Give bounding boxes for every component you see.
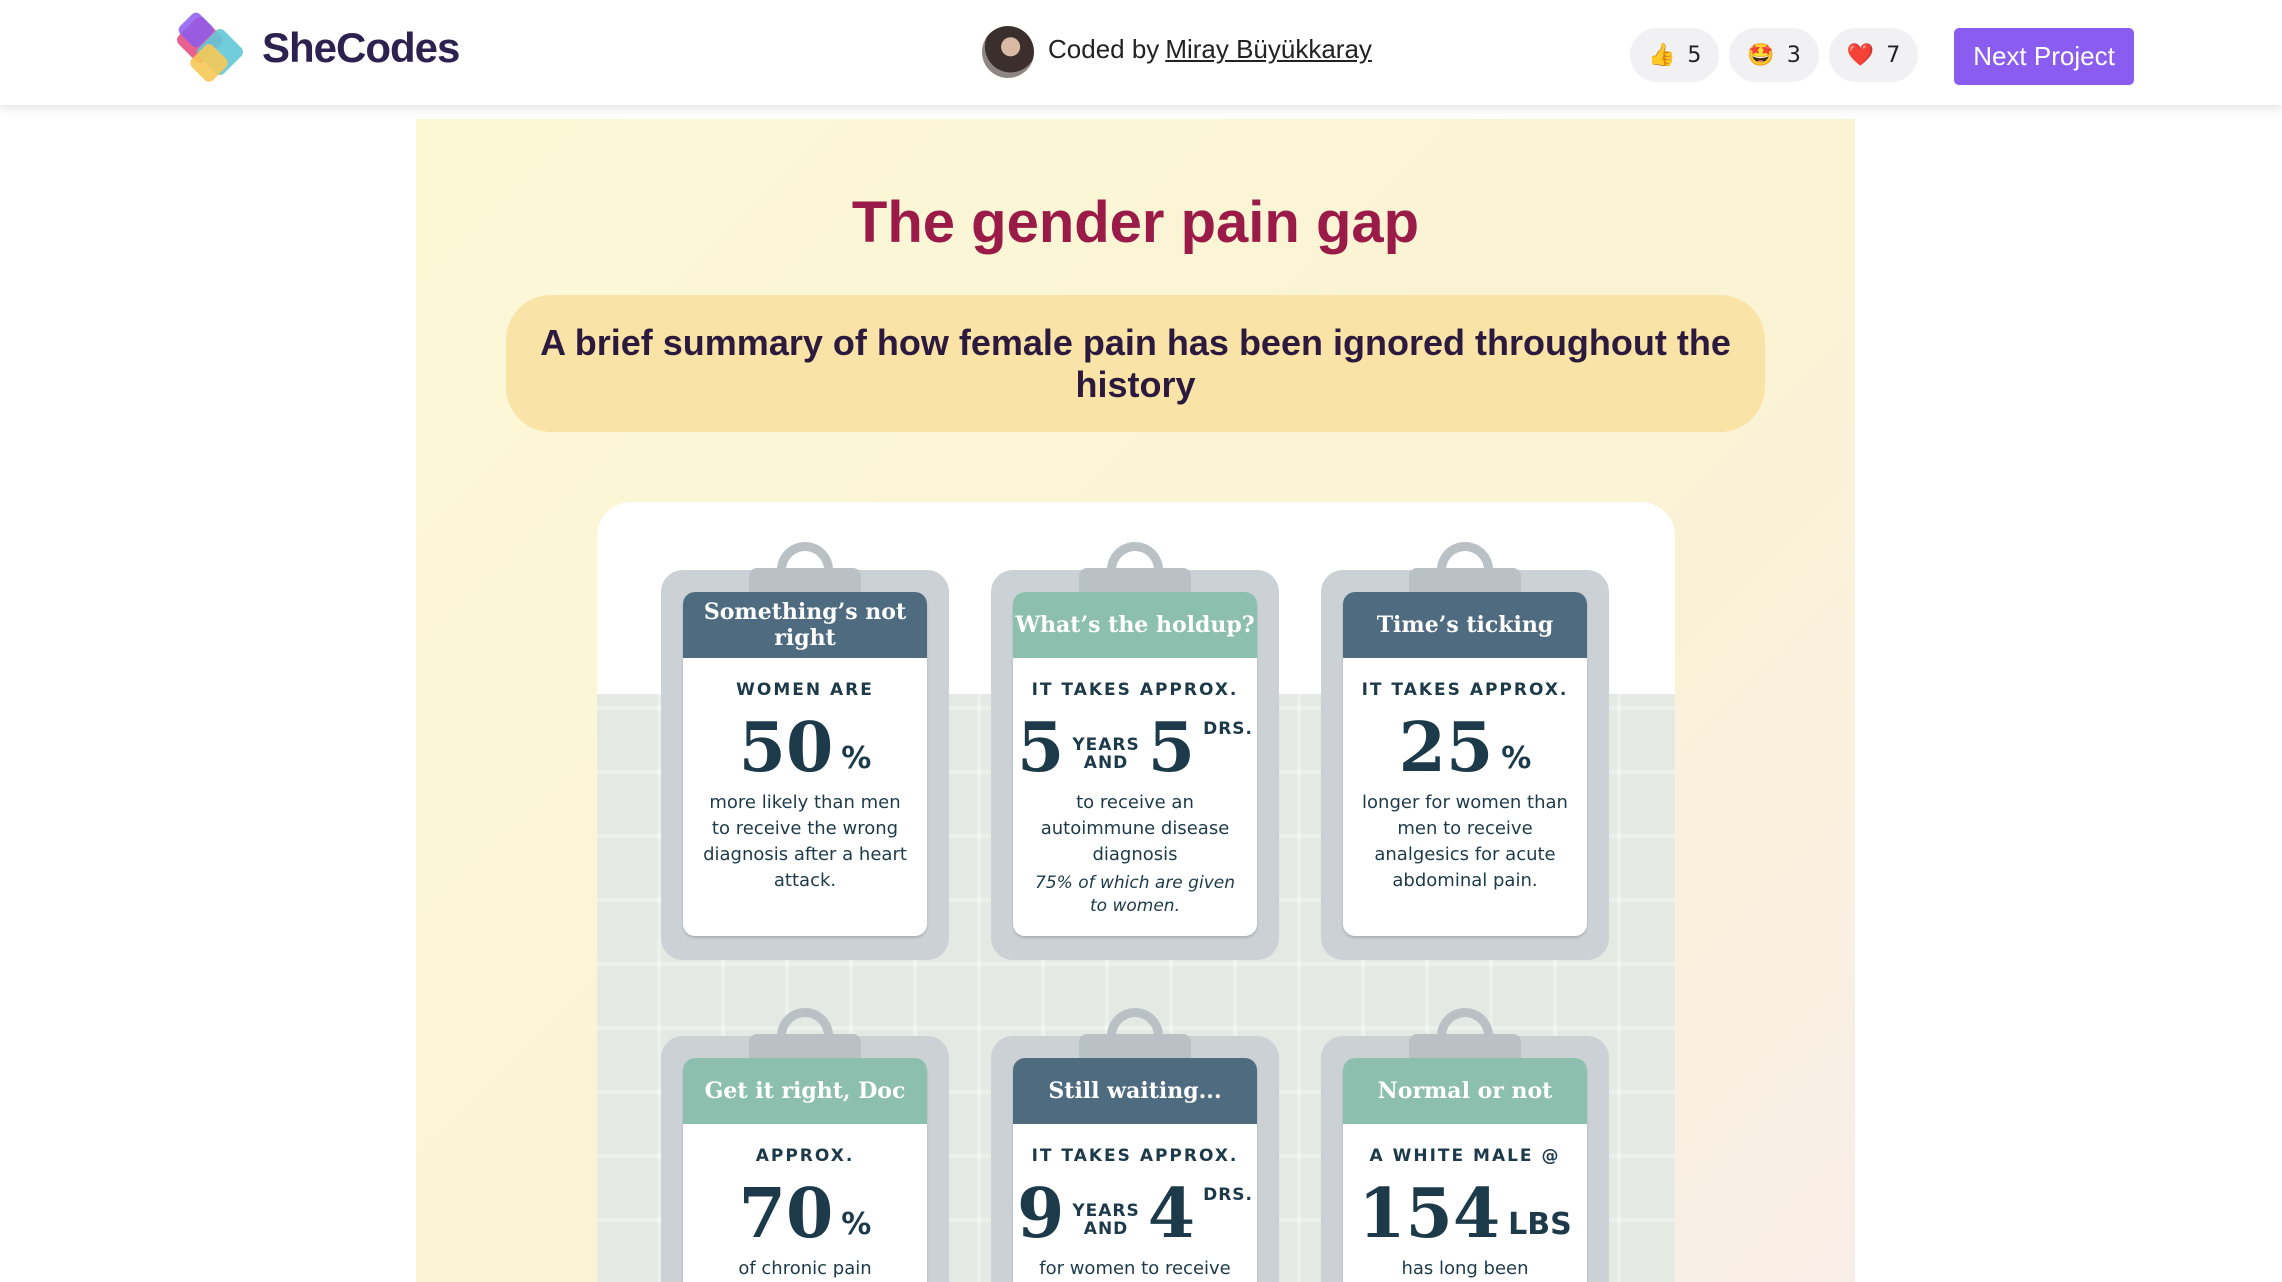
card-lead: WOMEN ARE: [736, 680, 874, 700]
card-figure: 154 LBS: [1343, 1170, 1587, 1250]
figure-unit: LBS: [1508, 1210, 1572, 1250]
title: The gender pain gap: [851, 190, 1420, 255]
card-sheet: Still waiting... IT TAKES APPROX. 9 YEARS AN…: [1013, 1058, 1257, 1282]
card-figure: 70%: [683, 1170, 927, 1250]
figure-unit: %: [841, 1210, 871, 1250]
infographic: Something’s not right WOMEN ARE 50% more li…: [597, 502, 1675, 1282]
card-sheet: Something’s not right WOMEN ARE 50% more li…: [683, 592, 927, 936]
figure-unit-word: %: [841, 741, 872, 776]
card-title: What’s the holdup?: [1013, 592, 1257, 658]
next-project-button[interactable]: Next Project: [1954, 28, 2134, 85]
reaction-emoji: ❤️: [1846, 42, 1875, 68]
card-title: Time’s ticking: [1343, 592, 1587, 658]
card-text: longer for women than men to receive ana…: [1362, 792, 1568, 891]
clip-ring: [1437, 1008, 1493, 1058]
card-lead: IT TAKES APPROX.: [1031, 680, 1239, 700]
figure-unit: DRS.: [1203, 704, 1253, 750]
clip-ring: [777, 542, 833, 592]
clipboard-card: Normal or not A WHITE MALE @ 154 LBS has lon…: [1321, 1008, 1609, 1282]
logo-mark: [177, 12, 243, 82]
reaction-count: 7: [1886, 42, 1901, 68]
figure-unit-word: DRS.: [1203, 1185, 1253, 1205]
card-note: 75% of which are given to women.: [1035, 873, 1235, 916]
clipboard-card: Still waiting... IT TAKES APPROX. 9 YEARS AN…: [991, 1008, 1279, 1282]
card-title: Normal or not: [1343, 1058, 1587, 1124]
figure-number: 5: [1017, 708, 1065, 788]
card-lead: APPROX.: [755, 1146, 855, 1166]
project-panel: The gender pain gap A brief summary of h…: [416, 119, 1855, 1282]
card-text: more likely than men to receive the wron…: [703, 792, 907, 891]
clipboard-card: Something’s not right WOMEN ARE 50% more li…: [661, 542, 949, 960]
figure-unit-word: DRS.: [1203, 719, 1253, 739]
figure-number: 154: [1358, 1174, 1501, 1254]
card-sheet: Get it right, Doc APPROX. 70% of chronic pa…: [683, 1058, 927, 1282]
figure-unit: YEARS AND: [1072, 736, 1139, 784]
card-title: Get it right, Doc: [683, 1058, 927, 1124]
card-text: has long been: [1401, 1258, 1529, 1279]
card-figure: 5 YEARS AND 5 DRS.: [1013, 704, 1257, 784]
card-text: to receive an autoimmune disease diagnos…: [1040, 792, 1230, 865]
card-title: Something’s not right: [683, 592, 927, 658]
card-lead: IT TAKES APPROX.: [1031, 1146, 1239, 1166]
figure-number: 25: [1398, 708, 1494, 788]
author-avatar: [982, 26, 1034, 78]
figure-unit: DRS.: [1203, 1170, 1253, 1216]
card-lead: A WHITE MALE @: [1369, 1146, 1561, 1166]
reactions: 👍 5 🤩 3 ❤️ 7: [1630, 28, 1919, 82]
figure-unit-word: YEARS: [1072, 1201, 1140, 1221]
subtitle: A brief summary of how female pain has b…: [506, 295, 1765, 432]
figure-number: 70: [738, 1174, 834, 1254]
figure-number: 4: [1147, 1174, 1196, 1254]
reaction-count: 3: [1786, 42, 1801, 68]
card-text: of chronic pain sufferers: [738, 1258, 872, 1279]
clip-ring: [777, 1008, 833, 1058]
clipboard-card: Time’s ticking IT TAKES APPROX. 25% longer …: [1321, 542, 1609, 960]
card-lead: IT TAKES APPROX.: [1361, 680, 1569, 700]
figure-unit: %: [1501, 744, 1531, 784]
clipboard-card: What’s the holdup? IT TAKES APPROX. 5 YEARS…: [991, 542, 1279, 960]
logo-text[interactable]: SheCodes: [262, 24, 460, 71]
clip-ring: [1437, 542, 1493, 592]
author-link[interactable]: Miray Büyükkaray: [1165, 34, 1372, 64]
clip-ring: [1107, 1008, 1163, 1058]
card-figure: 50%: [683, 704, 927, 784]
card-figure: 9 YEARS AND 4 DRS.: [1013, 1170, 1257, 1250]
figure-unit-word: LBS: [1508, 1207, 1572, 1242]
reaction-pill[interactable]: 👍 5: [1630, 28, 1720, 82]
clip-ring: [1107, 542, 1163, 592]
reaction-emoji: 🤩: [1747, 42, 1775, 68]
figure-unit-word: AND: [1083, 1219, 1129, 1239]
card-title: Still waiting...: [1013, 1058, 1257, 1124]
figure-number: 9: [1017, 1174, 1065, 1254]
figure-number: 5: [1147, 708, 1196, 788]
figure-unit: YEARS AND: [1072, 1202, 1139, 1250]
top-bar: SheCodes Coded by Miray Büyükkaray 👍 5 🤩 3 ❤️…: [0, 0, 2282, 105]
reaction-emoji: 👍: [1648, 42, 1676, 68]
reaction-pill[interactable]: ❤️ 7: [1828, 28, 1919, 82]
figure-unit-word: YEARS: [1072, 735, 1140, 755]
figure-unit: %: [841, 744, 871, 784]
reaction-pill[interactable]: 🤩 3: [1729, 28, 1819, 82]
card-sheet: Normal or not A WHITE MALE @ 154 LBS has lon…: [1343, 1058, 1587, 1282]
credit-label: Coded by: [1048, 34, 1160, 64]
figure-unit-word: %: [1501, 741, 1532, 776]
card-figure: 25%: [1343, 704, 1587, 784]
figure-unit-word: AND: [1083, 753, 1129, 773]
clipboard-card: Get it right, Doc APPROX. 70% of chronic pa…: [661, 1008, 949, 1282]
card-sheet: Time’s ticking IT TAKES APPROX. 25% longer …: [1343, 592, 1587, 936]
figure-unit-word: %: [841, 1207, 872, 1242]
card-text: for women to receive: [1039, 1258, 1231, 1279]
reaction-count: 5: [1687, 42, 1702, 68]
card-sheet: What’s the holdup? IT TAKES APPROX. 5 YEARS…: [1013, 592, 1257, 936]
figure-number: 50: [738, 708, 834, 788]
credit: Coded by Miray Büyükkaray: [1048, 34, 1372, 65]
